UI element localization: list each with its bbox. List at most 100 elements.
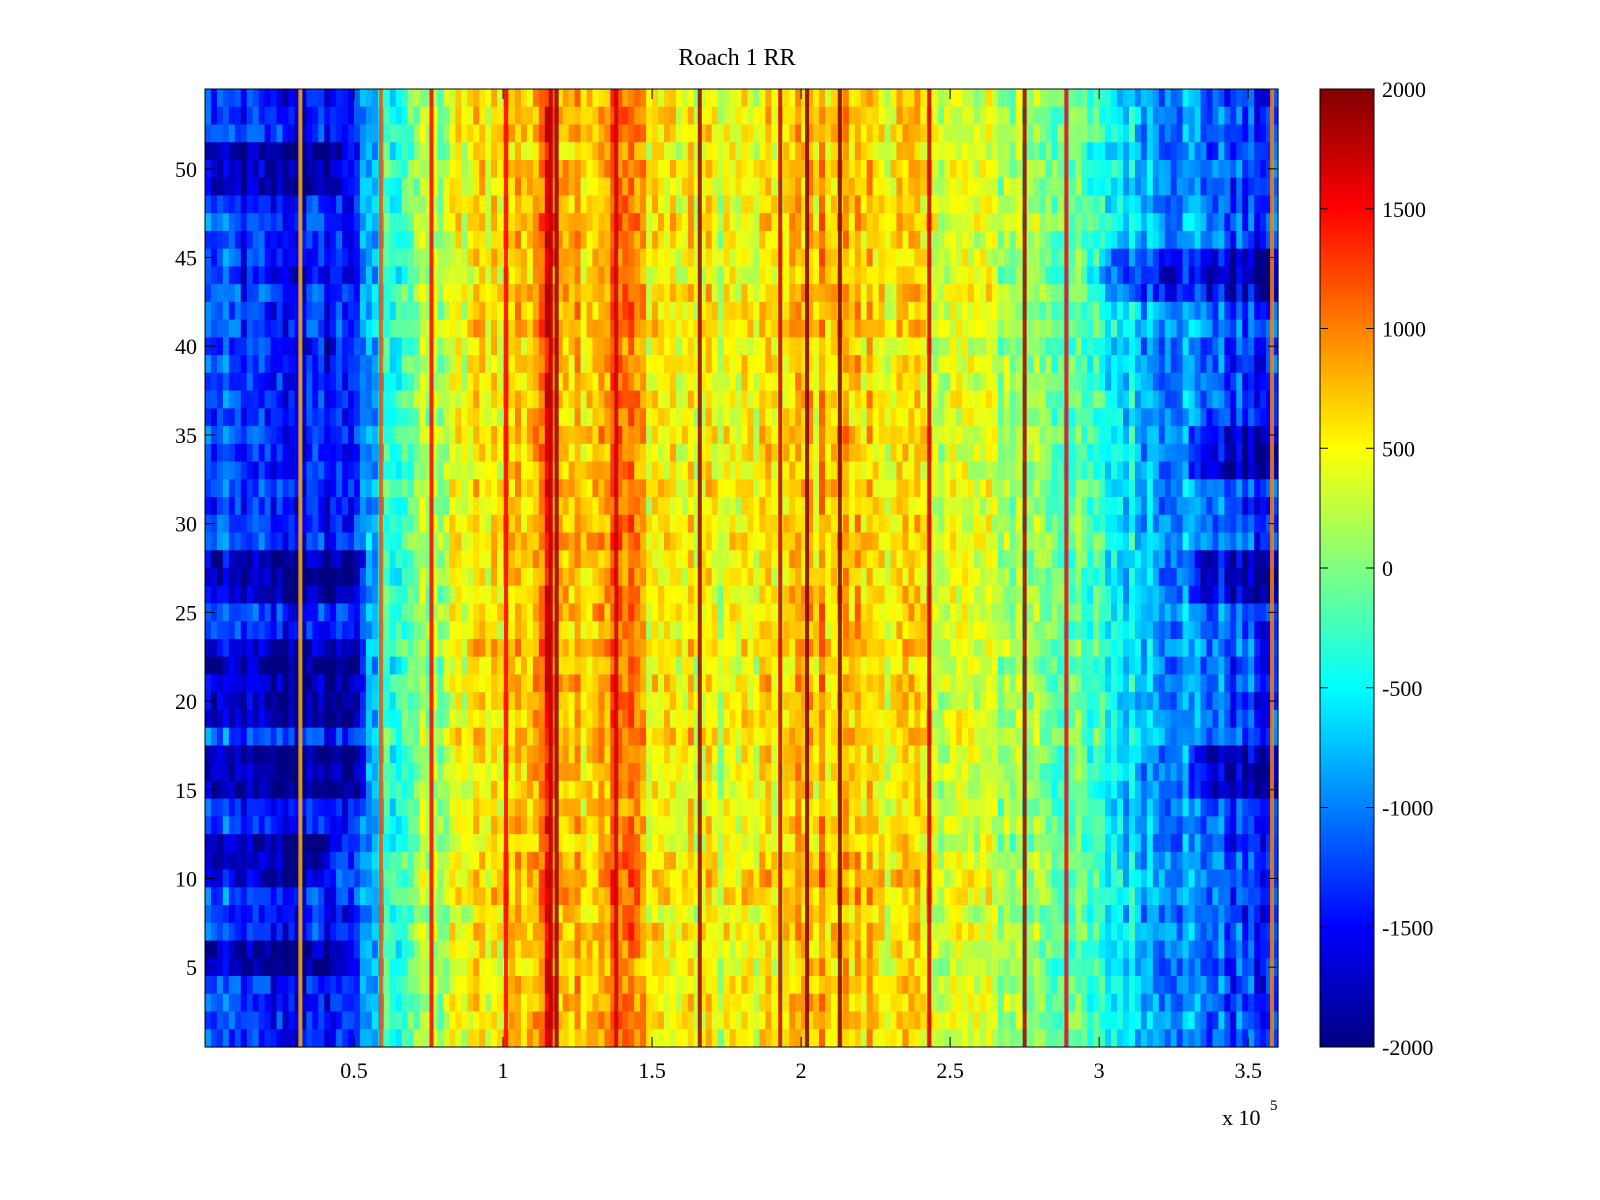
heatmap-cell [848,89,856,108]
heatmap-cell [753,106,760,126]
heatmap-cell [997,142,1005,161]
heatmap-cell [1105,124,1112,143]
heatmap-cell [383,479,391,498]
heatmap-cell [1224,177,1231,197]
heatmap-cell [318,390,325,409]
heatmap-cell [854,479,862,498]
heatmap-cell [324,443,331,463]
heatmap-cell [634,106,641,126]
heatmap-cell [723,355,731,374]
heatmap-cell [848,195,856,214]
heatmap-cell [1009,195,1017,214]
heatmap-cell [1015,142,1023,161]
heatmap-cell [801,195,808,214]
heatmap-cell [443,355,450,374]
heatmap-cell [1176,514,1184,534]
heatmap-cell [1069,213,1076,232]
heatmap-cell [485,408,492,427]
heatmap-cell [979,390,987,409]
heatmap-cell [824,195,832,214]
heatmap-cell [1105,195,1112,214]
heatmap-cell [306,106,313,126]
heatmap-cell [1182,461,1190,480]
heatmap-cell [252,461,260,480]
heatmap-cell [330,568,337,587]
heatmap-cell [1003,89,1011,108]
heatmap-cell [1194,266,1202,285]
heatmap-cell [205,142,212,161]
heatmap-cell [246,550,254,569]
heatmap-cell [1069,514,1076,534]
heatmap-cell [526,426,534,445]
heatmap-cell [801,106,808,126]
heatmap-cell [878,532,886,551]
heatmap-cell [687,390,695,409]
heatmap-cell [222,479,230,498]
heatmap-cell [306,159,313,179]
heatmap-cell [318,195,325,214]
heatmap-cell [1069,124,1076,143]
heatmap-cell [717,497,725,516]
heatmap-cell [1146,213,1154,232]
heatmap-cell [908,248,915,268]
heatmap-cell [1003,514,1011,534]
heatmap-cell [312,479,319,498]
heatmap-cell [461,177,468,197]
heatmap-cell [771,408,778,427]
heatmap-cell [896,89,904,108]
heatmap-cell [401,337,409,356]
heatmap-cell [652,532,659,551]
heatmap-cell [962,284,969,303]
heatmap-cell [789,319,796,338]
heatmap-cell [1146,443,1154,463]
heatmap-cell [1230,426,1237,445]
heatmap-cell [759,159,766,179]
heatmap-cell [240,124,248,143]
heatmap-cell [1200,142,1208,161]
heatmap-cell [616,124,623,143]
heatmap-cell [443,213,450,232]
heatmap-cell [1087,514,1094,534]
heatmap-cell [1176,372,1184,392]
heatmap-cell [437,372,445,392]
heatmap-cell [592,142,600,161]
heatmap-cell [1105,461,1112,480]
heatmap-cell [520,89,528,108]
heatmap-cell [216,461,224,480]
heatmap-cell [813,568,820,587]
heatmap-cell [1224,426,1231,445]
heatmap-cell [598,106,605,126]
heatmap-cell [520,532,528,551]
heatmap-cell [1111,195,1118,214]
heatmap-cell [979,532,987,551]
heatmap-cell [687,426,695,445]
heatmap-cell [956,443,963,463]
heatmap-cell [1218,142,1225,161]
heatmap-cell [240,372,248,392]
heatmap-cell [622,213,629,232]
heatmap-cell [783,497,790,516]
heatmap-cell [431,532,439,551]
heatmap-cell [1027,266,1035,285]
heatmap-cell [526,106,534,126]
heatmap-cell [1152,514,1160,534]
heatmap-cell [979,301,987,321]
heatmap-cell [991,568,999,587]
heatmap-cell [681,124,689,143]
heatmap-cell [729,479,737,498]
heatmap-cell [807,461,814,480]
heatmap-cell [1224,337,1231,356]
heatmap-cell [771,266,778,285]
heatmap-cell [1164,248,1172,268]
heatmap-cell [932,497,939,516]
heatmap-cell [431,355,439,374]
heatmap-cell [968,106,975,126]
heatmap-cell [544,355,552,374]
heatmap-cell [205,443,212,463]
heatmap-cell [348,390,355,409]
heatmap-cell [890,124,898,143]
heatmap-cell [1224,124,1231,143]
heatmap-cell [437,89,445,108]
heatmap-cell [962,177,969,197]
heatmap-cell [264,195,272,214]
